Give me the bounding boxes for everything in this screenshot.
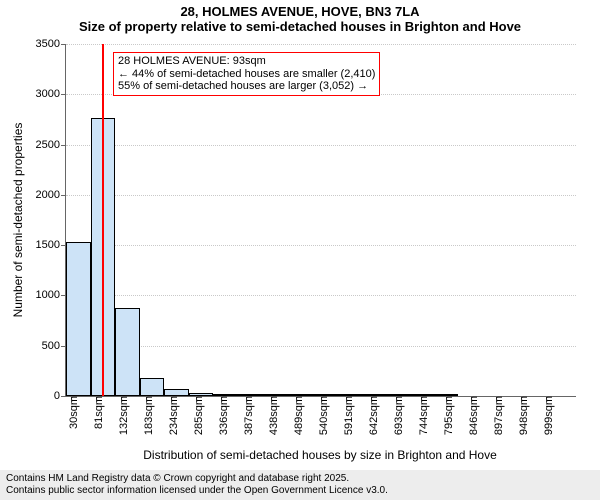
xtick-label: 693sqm	[387, 396, 405, 435]
ytick-label: 500	[42, 340, 66, 352]
ytick-label: 3500	[36, 38, 66, 50]
xtick-label: 540sqm	[312, 396, 330, 435]
xtick-label: 897sqm	[487, 396, 505, 435]
footer-line: Contains HM Land Registry data © Crown c…	[6, 473, 594, 485]
histogram-bar	[140, 378, 165, 396]
xtick-label: 132sqm	[112, 396, 130, 435]
footer-line: Contains public sector information licen…	[6, 485, 594, 497]
footer: Contains HM Land Registry data © Crown c…	[0, 470, 600, 500]
gridline	[66, 295, 576, 296]
xtick-label: 999sqm	[537, 396, 555, 435]
gridline	[66, 245, 576, 246]
title-line1: 28, HOLMES AVENUE, HOVE, BN3 7LA	[0, 0, 600, 19]
xtick-label: 183sqm	[137, 396, 155, 435]
xtick-label: 387sqm	[237, 396, 255, 435]
y-axis-label: Number of semi-detached properties	[11, 123, 25, 318]
gridline	[66, 346, 576, 347]
xtick-label: 336sqm	[212, 396, 230, 435]
histogram-bar	[164, 389, 189, 396]
xtick-label: 30sqm	[62, 396, 80, 429]
histogram-bar	[66, 242, 91, 396]
ytick-label: 1000	[36, 289, 66, 301]
xtick-label: 81sqm	[87, 396, 105, 429]
gridline	[66, 44, 576, 45]
xtick-label: 642sqm	[362, 396, 380, 435]
histogram-bar	[115, 308, 140, 397]
x-axis-label: Distribution of semi-detached houses by …	[143, 448, 497, 462]
gridline	[66, 195, 576, 196]
ytick-label: 3000	[36, 88, 66, 100]
callout-box: 28 HOLMES AVENUE: 93sqm ← 44% of semi-de…	[113, 52, 380, 96]
title-line2: Size of property relative to semi-detach…	[0, 19, 600, 34]
callout-line: 28 HOLMES AVENUE: 93sqm	[118, 55, 375, 68]
xtick-label: 846sqm	[462, 396, 480, 435]
callout-line: ← 44% of semi-detached houses are smalle…	[118, 68, 375, 81]
xtick-label: 438sqm	[262, 396, 280, 435]
chart-container: 28, HOLMES AVENUE, HOVE, BN3 7LA Size of…	[0, 0, 600, 500]
plot-area: 050010001500200025003000350030sqm81sqm13…	[65, 44, 576, 397]
ytick-label: 1500	[36, 239, 66, 251]
xtick-label: 744sqm	[412, 396, 430, 435]
xtick-label: 489sqm	[287, 396, 305, 435]
xtick-label: 948sqm	[512, 396, 530, 435]
ytick-label: 2500	[36, 139, 66, 151]
xtick-label: 591sqm	[337, 396, 355, 435]
gridline	[66, 145, 576, 146]
xtick-label: 795sqm	[437, 396, 455, 435]
ytick-label: 2000	[36, 189, 66, 201]
xtick-label: 285sqm	[187, 396, 205, 435]
callout-line: 55% of semi-detached houses are larger (…	[118, 80, 375, 93]
reference-line	[102, 44, 104, 396]
xtick-label: 234sqm	[162, 396, 180, 435]
